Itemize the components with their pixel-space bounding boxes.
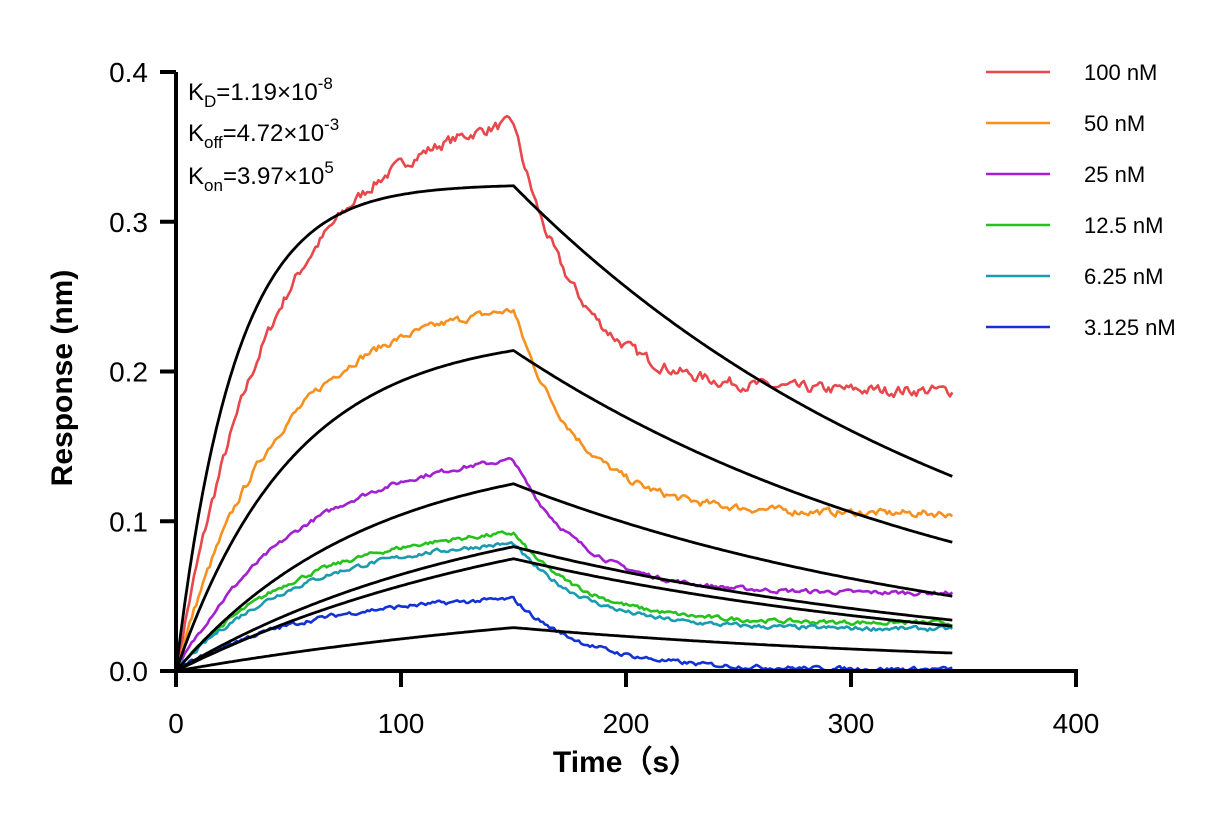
kd-value: =1.19×10 <box>216 79 317 106</box>
koff-value: =4.72×10 <box>223 120 324 147</box>
measured-curve-3-125-nM <box>174 595 953 673</box>
legend-label: 12.5 nM <box>1084 213 1164 238</box>
fit-curve-100-nM <box>174 184 953 672</box>
legend-label: 50 nM <box>1084 111 1145 136</box>
legend-label: 100 nM <box>1084 60 1157 85</box>
fit-curve-6-25-nM <box>175 557 953 673</box>
plot-area <box>174 114 954 673</box>
kd-sub: D <box>204 92 216 111</box>
measured-curve-100-nM <box>174 114 954 672</box>
kinetics-annotation: KD=1.19×10-8 Koff=4.72×10-3 Kon=3.97×105 <box>188 74 339 195</box>
koff-annotation: Koff=4.72×10-3 <box>188 115 339 152</box>
kd-base: K <box>188 79 204 106</box>
y-axis-title: Response (nm) <box>46 270 79 487</box>
legend-label: 25 nM <box>1084 162 1145 187</box>
measured-curve-50-nM <box>174 307 954 672</box>
legend-label: 3.125 nM <box>1084 315 1176 340</box>
measured-curve-25-nM <box>174 456 954 672</box>
legend-label: 6.25 nM <box>1084 264 1164 289</box>
x-tick-label: 0 <box>168 708 184 739</box>
koff-base: K <box>188 120 204 147</box>
koff-sub: off <box>204 133 223 152</box>
measured-curve-12-5-nM <box>174 530 953 672</box>
x-tick-label: 400 <box>1053 708 1100 739</box>
x-tick-label: 200 <box>603 708 650 739</box>
kon-sub: on <box>204 176 223 195</box>
fit-curve-25-nM <box>174 482 953 672</box>
y-tick-label: 0.0 <box>109 656 148 687</box>
kon-exp: 5 <box>324 158 333 177</box>
x-tick-label: 300 <box>828 708 875 739</box>
fit-curve-12-5-nM <box>175 545 953 673</box>
kon-base: K <box>188 163 204 190</box>
y-tick-label: 0.4 <box>109 57 148 88</box>
y-tick-label: 0.3 <box>109 207 148 238</box>
axis-ticks: 0 100 200 300 400 0.0 0.1 0.2 0.3 0.4 <box>109 57 1099 739</box>
kon-value: =3.97×10 <box>223 163 324 190</box>
y-tick-label: 0.2 <box>109 357 148 388</box>
x-axis-title: Time（s） <box>553 745 699 779</box>
x-tick-label: 100 <box>378 708 425 739</box>
y-tick-label: 0.1 <box>109 506 148 537</box>
koff-exp: -3 <box>324 115 339 134</box>
legend: 100 nM 50 nM 25 nM 12.5 nM 6.25 nM 3.125 nM <box>986 60 1176 340</box>
fit-curve-3-125-nM <box>175 626 953 673</box>
measured-curve-6-25-nM <box>174 540 954 672</box>
fit-curve-50-nM <box>174 349 953 672</box>
kon-annotation: Kon=3.97×105 <box>188 158 334 195</box>
kd-exp: -8 <box>318 74 333 93</box>
fit-curves <box>174 184 953 673</box>
kd-annotation: KD=1.19×10-8 <box>188 74 333 111</box>
